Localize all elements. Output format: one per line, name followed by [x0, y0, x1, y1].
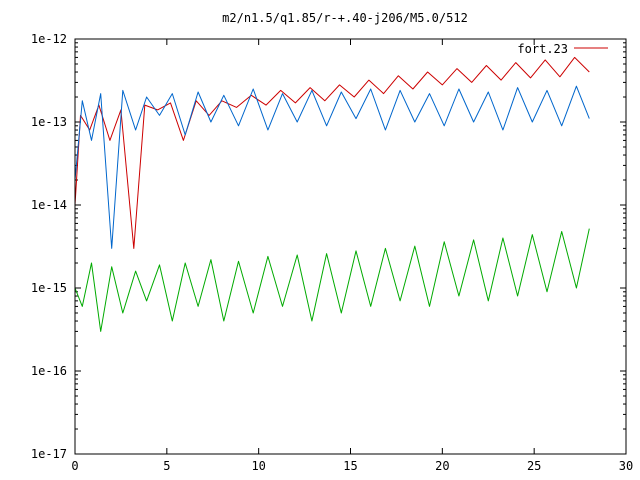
- series-line-1: [74, 85, 590, 249]
- y-tick-label: 1e-13: [31, 115, 67, 129]
- x-tick-label: 20: [435, 459, 449, 473]
- plot-frame: [74, 38, 627, 455]
- series-lines: [74, 56, 590, 332]
- legend-label: fort.23: [517, 42, 568, 56]
- x-tick-label: 5: [163, 459, 170, 473]
- legend: fort.23: [517, 42, 608, 56]
- x-tick-label: 0: [71, 459, 78, 473]
- x-tick-label: 25: [527, 459, 541, 473]
- axis-ticks: 0 5 10 15 20 25 30 1e-17 1e-16 1e-15 1e-14 1e-13 1e-…: [31, 32, 633, 473]
- x-tick-label: 30: [619, 459, 633, 473]
- y-tick-label: 1e-15: [31, 281, 67, 295]
- x-tick-label: 15: [343, 459, 357, 473]
- y-tick-label: 1e-16: [31, 364, 67, 378]
- y-tick-label: 1e-14: [31, 198, 67, 212]
- chart-title: m2/n1.5/q1.85/r-+.40-j206/M5.0/512: [222, 11, 468, 25]
- y-tick-label: 1e-17: [31, 447, 67, 461]
- y-tick-label: 1e-12: [31, 32, 67, 46]
- x-tick-label: 10: [251, 459, 265, 473]
- series-line-0: [74, 56, 590, 249]
- series-line-2: [74, 228, 590, 332]
